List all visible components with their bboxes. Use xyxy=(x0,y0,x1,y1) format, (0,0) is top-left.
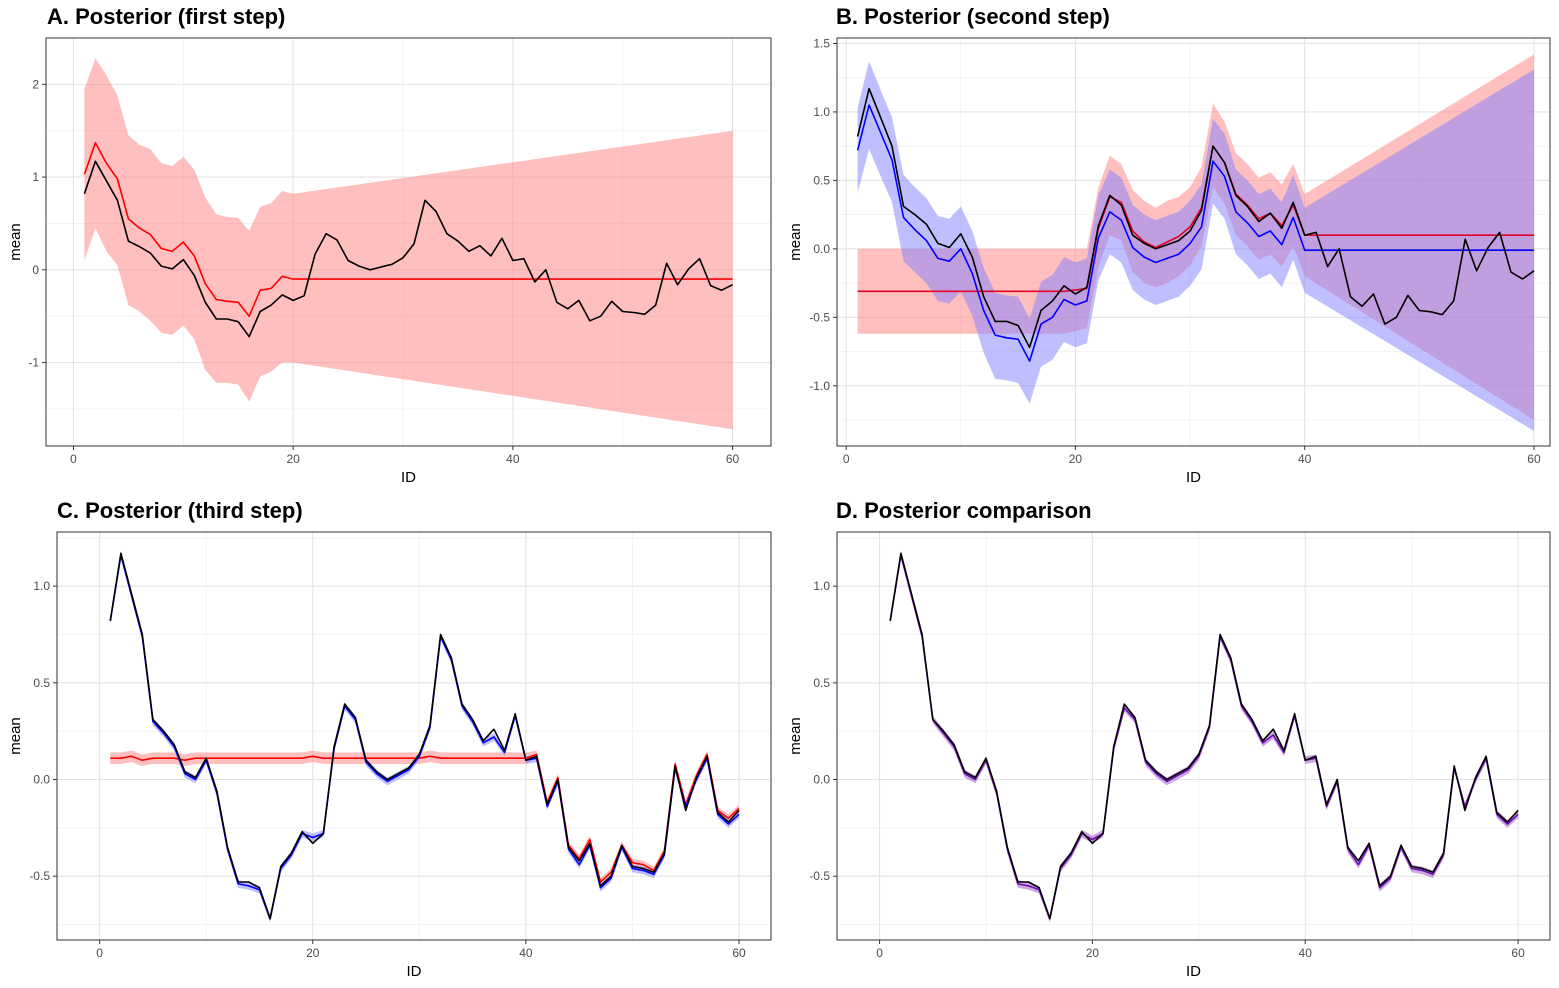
observed-black-line xyxy=(889,552,1519,920)
panel-title: B. Posterior (second step) xyxy=(836,4,1110,29)
prior-red-band xyxy=(84,58,733,430)
y-tick-label: 0.0 xyxy=(813,773,830,787)
panel-title: D. Posterior comparison xyxy=(836,498,1092,523)
posterior-blue-band xyxy=(857,61,1534,431)
x-tick-label: 0 xyxy=(70,452,77,466)
prior-red-band xyxy=(110,750,740,886)
x-axis-label: ID xyxy=(1186,469,1201,486)
x-tick-label: 20 xyxy=(286,452,300,466)
prior-red-line xyxy=(857,145,1534,293)
x-tick-label: 20 xyxy=(306,946,320,960)
x-tick-label: 60 xyxy=(1527,452,1541,466)
prior-red-line xyxy=(110,753,740,883)
y-tick-label: 1.5 xyxy=(813,36,830,50)
y-axis-label: mean xyxy=(787,223,804,261)
x-tick-label: 40 xyxy=(1298,452,1312,466)
panel-border xyxy=(45,37,772,447)
y-tick-label: -0.5 xyxy=(29,869,50,883)
x-tick-label: 40 xyxy=(519,946,533,960)
panel-title: A. Posterior (first step) xyxy=(47,4,285,29)
y-tick-label: 1.0 xyxy=(813,579,830,593)
x-tick-label: 0 xyxy=(876,946,883,960)
x-axis-label: ID xyxy=(1186,963,1201,980)
y-tick-label: 0 xyxy=(32,263,39,277)
y-tick-label: 0.5 xyxy=(813,676,830,690)
panel-border xyxy=(836,37,1551,447)
y-axis-label: mean xyxy=(7,717,24,755)
panel-a: A. Posterior (first step) 0 20 40 60 -1 0 1 2 ID… xyxy=(7,4,772,486)
x-tick-label: 60 xyxy=(726,452,740,466)
y-tick-label: 2 xyxy=(32,77,39,91)
observed-black-line xyxy=(83,160,733,338)
panel-border xyxy=(836,531,1551,941)
y-tick-label: -0.5 xyxy=(809,869,830,883)
x-tick-label: 0 xyxy=(843,452,850,466)
y-tick-label: -1 xyxy=(28,356,39,370)
x-tick-label: 40 xyxy=(1299,946,1313,960)
y-tick-label: 1.0 xyxy=(813,105,830,119)
y-tick-label: -1.0 xyxy=(809,379,830,393)
y-tick-label: -0.5 xyxy=(809,310,830,324)
panel-title: C. Posterior (third step) xyxy=(57,498,303,523)
y-axis-label: mean xyxy=(7,223,24,261)
x-tick-label: 60 xyxy=(732,946,746,960)
prior-red-line xyxy=(83,142,733,318)
panel-border xyxy=(56,531,772,941)
posterior-blue-line xyxy=(856,104,1534,362)
y-tick-label: 0.0 xyxy=(33,773,50,787)
x-tick-label: 20 xyxy=(1069,452,1083,466)
y-tick-label: 1 xyxy=(32,170,39,184)
x-tick-label: 60 xyxy=(1511,946,1525,960)
observed-black-line xyxy=(109,552,740,920)
x-axis-label: ID xyxy=(401,469,416,486)
panel-b: B. Posterior (second step) 0 20 40 60 -1.0 -0… xyxy=(787,4,1551,486)
y-axis-label: mean xyxy=(787,717,804,755)
y-tick-label: 0.0 xyxy=(813,242,830,256)
y-tick-label: 0.5 xyxy=(33,676,50,690)
x-tick-label: 20 xyxy=(1086,946,1100,960)
y-tick-label: 1.0 xyxy=(33,579,50,593)
y-tick-label: 0.5 xyxy=(813,173,830,187)
x-tick-label: 40 xyxy=(506,452,520,466)
x-axis-label: ID xyxy=(407,963,422,980)
panel-d: D. Posterior comparison 0 20 40 60 -0.5 0.0 0.… xyxy=(787,498,1551,980)
panel-c: C. Posterior (third step) 0 20 40 60 -0.5 0.0… xyxy=(7,498,772,980)
observed-black-line xyxy=(856,87,1535,349)
x-tick-label: 0 xyxy=(96,946,103,960)
